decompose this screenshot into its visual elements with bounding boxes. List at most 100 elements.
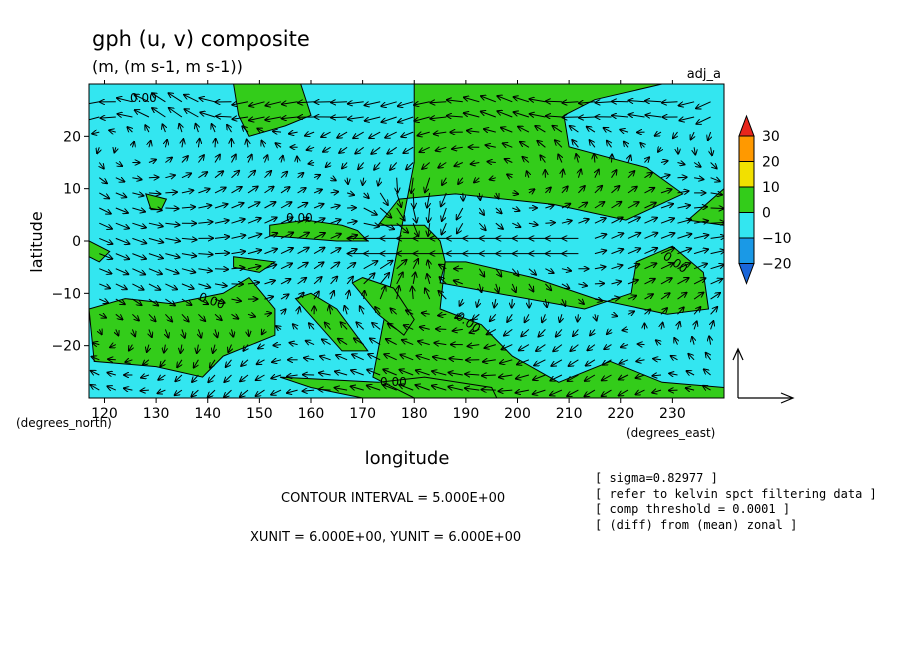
vector-arrow [483,360,496,362]
vector-arrow [198,284,210,288]
vector-arrow [367,370,381,376]
vector-arrow [553,344,563,352]
vector-arrow [677,163,685,165]
vector-arrow [558,155,562,163]
vector-arrow [347,177,348,184]
vector-arrow [427,192,430,208]
vector-arrow [367,386,381,391]
vector-arrow [458,177,463,184]
vector-arrow [485,345,496,348]
vector-arrow [368,354,381,361]
vector-arrow [287,390,298,393]
vector-arrow [198,329,201,337]
vector-arrow [662,102,678,103]
vector-arrow [99,329,101,334]
vector-arrow [132,298,141,305]
vector-arrow [148,253,163,259]
vector-arrow [248,155,252,163]
vector-arrow [602,374,612,380]
vector-arrow [248,329,249,336]
vector-arrow [677,191,689,193]
vector-arrow [331,291,334,300]
vector-arrow [280,248,293,255]
y-tick-label: −10 [51,286,81,302]
vector-arrow [309,323,315,330]
vector-arrow [691,131,695,139]
vector-arrow [264,171,272,179]
vector-arrow [374,162,381,170]
vector-arrow [208,389,216,397]
vector-arrow [495,222,503,229]
vector-arrow [629,115,645,118]
vector-arrow [478,268,484,277]
vector-arrow [414,116,430,121]
vector-arrow [89,116,100,121]
vector-arrow [627,233,640,239]
vector-arrow [135,95,150,103]
vector-arrow [671,356,678,360]
vector-arrow [107,386,117,390]
vector-arrow [298,102,315,103]
vector-arrow [372,323,381,330]
vector-arrow [578,219,588,223]
vector-arrow [347,291,349,300]
vector-arrow [708,131,711,140]
vector-arrow [418,132,430,136]
vector-arrow [587,127,596,133]
vector-arrow [297,248,309,255]
vector-arrow [265,117,282,120]
vector-arrow [115,298,125,304]
vector-arrow [611,186,620,194]
vector-arrow [181,190,193,193]
vector-arrow [447,100,463,102]
vector-arrow [500,360,513,364]
vector-arrow [160,359,166,367]
vector-arrow [453,329,463,331]
vector-arrow [370,339,381,346]
vector-arrow [546,116,562,117]
y-tick-label: 10 [63,182,81,198]
vector-arrow [490,178,496,180]
vector-arrow [436,329,447,330]
vector-arrow [197,344,199,354]
vector-arrow [438,314,447,315]
vector-arrow [576,154,578,163]
vector-arrow [355,146,365,153]
colorbar-label: −20 [762,257,792,273]
vector-arrow [313,204,323,208]
unit-scale-text: XUNIT = 6.000E+00, YUNIT = 6.000E+00 [250,530,521,545]
plot-area: 0.00 0.00 0.00 0.00 0.00 0.00 [88,83,725,399]
vector-arrow [262,329,265,334]
vector-arrow [280,279,291,285]
vector-arrows [89,93,724,397]
vector-arrow [297,233,309,239]
vector-arrow [256,389,265,396]
vector-arrow [115,178,125,182]
vector-arrow [397,286,399,300]
contour-label: 0.00 [286,211,313,225]
vector-arrow [129,344,133,351]
vector-arrow [200,98,216,103]
vector-arrow [677,278,689,285]
vector-arrow [280,187,290,194]
vector-arrow [231,203,244,209]
vector-arrow [652,390,662,393]
vector-arrow [115,313,123,319]
colorbar-cap-top [738,114,755,137]
vector-arrow [636,360,645,362]
vector-arrow [314,292,319,300]
vector-arrow [141,390,149,391]
vector-arrow [693,278,705,285]
vector-arrow [384,354,397,361]
vector-arrow [132,329,135,336]
vector-arrow [297,173,304,178]
vector-arrow [353,131,364,138]
vector-arrow [231,314,239,318]
vector-arrow [164,344,166,353]
vector-arrow [158,375,166,380]
vector-arrow [148,223,163,226]
vector-arrow [413,207,416,222]
vector-arrow [379,207,391,218]
vector-arrow [148,160,156,163]
